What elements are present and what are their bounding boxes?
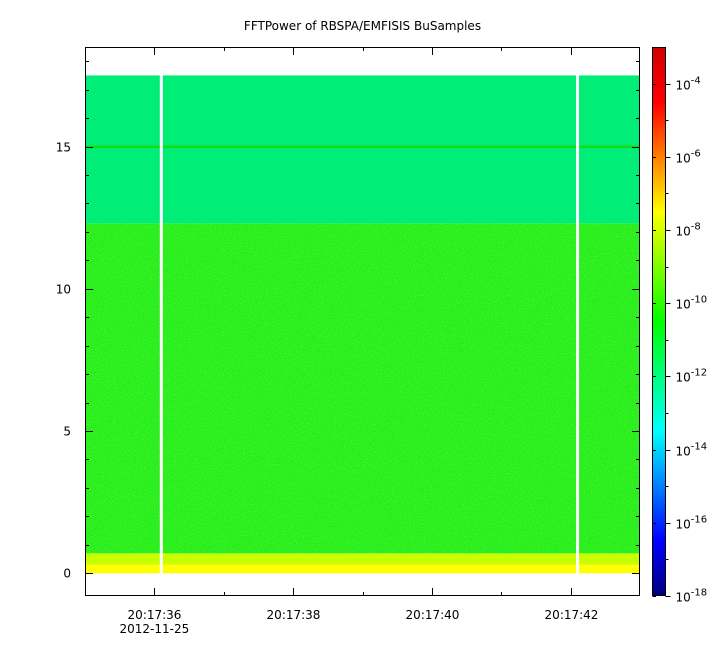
colorbar: 10-18 10-16 10-14 10-12 10-10 10-8 10-6 10-4 [652, 47, 708, 605]
y-tick-label: 15 [56, 141, 71, 155]
x-tick-label: 20:17:38 [267, 608, 321, 622]
spectrogram-band-3 [85, 75, 640, 224]
data-gaps [159, 75, 580, 574]
y-axis: 0 5 10 15 [56, 61, 640, 581]
y-tick-label: 10 [56, 283, 71, 297]
x-tick-label: 20:17:40 [406, 608, 460, 622]
x-axis: 20:17:36 20:17:38 20:17:40 20:17:42 [128, 47, 599, 622]
colorbar-ticks: 10-18 10-16 10-14 10-12 10-10 10-8 10-6 10-4 [652, 76, 708, 605]
colorbar-tick-label: 10-12 [676, 368, 708, 385]
plot-area [85, 75, 640, 574]
spectrogram-band-1 [85, 553, 640, 565]
colorbar-tick-label: 10-10 [676, 295, 708, 312]
x-tick-label: 20:17:42 [545, 608, 599, 622]
spectrogram-noise-texture [85, 223, 640, 554]
spectrogram-line-15 [85, 145, 640, 149]
colorbar-tick-label: 10-14 [676, 442, 708, 459]
spectrogram-line-feature [85, 145, 640, 149]
data-gap-1 [576, 75, 580, 574]
chart-title: FFTPower of RBSPA/EMFISIS BuSamples [244, 19, 481, 33]
spectrogram-band-0 [85, 564, 640, 574]
colorbar-tick-label: 10-6 [676, 149, 701, 166]
colorbar-tick-label: 10-18 [676, 588, 708, 605]
colorbar-tick-label: 10-4 [676, 76, 701, 93]
data-gap-0 [159, 75, 163, 574]
colorbar-gradient [652, 47, 666, 596]
plot-frame [85, 47, 640, 596]
x-tick-label: 20:17:36 [128, 608, 182, 622]
colorbar-tick-label: 10-8 [676, 222, 701, 239]
x-axis-date-label: 2012-11-25 [120, 622, 190, 636]
y-tick-label: 5 [63, 425, 71, 439]
spectrogram-noise [85, 223, 640, 554]
y-tick-label: 0 [63, 567, 71, 581]
colorbar-tick-label: 10-16 [676, 515, 708, 532]
